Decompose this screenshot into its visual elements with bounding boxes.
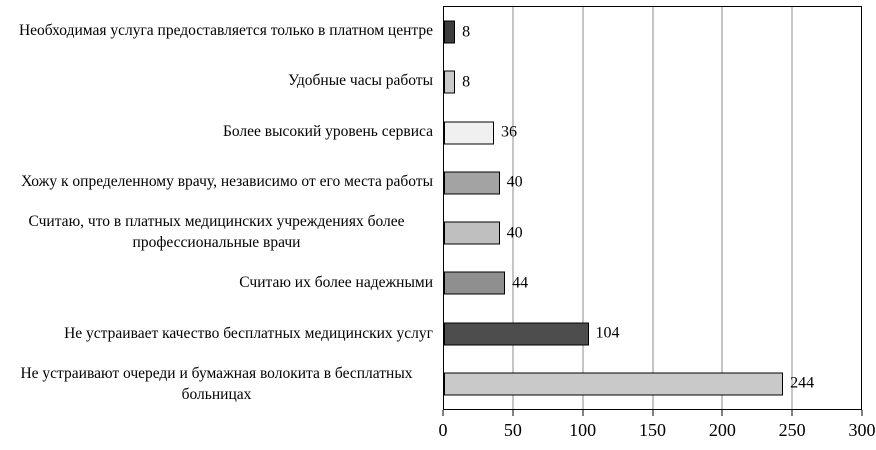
category-axis: Необходимая услуга предоставляется тольк…: [0, 6, 438, 410]
category-label-row: Более высокий уровень сервиса: [0, 107, 438, 158]
axis-tick-label: 250: [778, 420, 806, 440]
bar-wrap: 8: [444, 70, 861, 94]
x-axis: 0 50 100 150 200 250 300: [439, 410, 876, 448]
category-label-row: Считаю, что в платных медицинских учрежд…: [0, 208, 438, 259]
category-label-row: Необходимая услуга предоставляется тольк…: [0, 6, 438, 57]
axis-tick-label: 150: [639, 420, 666, 440]
value-label: 40: [506, 224, 523, 242]
bar: [444, 271, 506, 295]
axis-tick-label: 100: [569, 420, 597, 440]
axis-tick-label: 0: [438, 420, 448, 440]
category-label-row: Хожу к определенному врачу, независимо о…: [0, 158, 438, 209]
axis-tick-label: 200: [708, 420, 736, 440]
bar-row: 8: [444, 57, 861, 107]
bar-wrap: 44: [444, 271, 861, 295]
gridline: [512, 7, 514, 409]
bar: [444, 121, 495, 145]
category-label: Удобные часы работы: [288, 72, 433, 90]
axis-tick: [652, 410, 653, 416]
gridline: [791, 7, 792, 409]
category-label-row: Считаю их более надежными: [0, 259, 438, 310]
axis-tick: [512, 410, 514, 416]
value-label: 44: [512, 274, 529, 292]
bar-row: 244: [444, 359, 861, 409]
category-label: Не устраивает качество бесплатных медици…: [64, 324, 433, 342]
axis-tick: [791, 410, 793, 416]
bar: [444, 322, 589, 346]
bar-rows: 8 8 36 40 40 44 104 244: [444, 7, 861, 409]
axis-tick: [721, 410, 723, 416]
gridline: [721, 7, 723, 409]
bar: [444, 221, 500, 245]
bar-wrap: 8: [444, 20, 861, 44]
category-label: Считаю их более надежными: [239, 274, 433, 292]
gridline: [582, 7, 584, 409]
category-label: Хожу к определенному врачу, независимо о…: [21, 173, 433, 191]
category-label: Необходимая услуга предоставляется тольк…: [18, 21, 433, 39]
value-label: 40: [506, 173, 523, 191]
value-label: 8: [462, 73, 471, 91]
axis-tick: [861, 410, 863, 416]
bar: [444, 20, 456, 44]
value-label: 36: [501, 123, 518, 141]
axis-tick-label: 50: [503, 420, 522, 440]
bar-row: 40: [444, 158, 861, 208]
category-label: Считаю, что в платных медицинских учрежд…: [28, 213, 405, 252]
bar-wrap: 40: [444, 221, 861, 245]
bar: [444, 70, 456, 94]
axis-tick-label: 300: [848, 420, 876, 440]
axis-tick: [582, 410, 584, 416]
category-label: Более высокий уровень сервиса: [222, 122, 433, 140]
bar-row: 36: [444, 108, 861, 158]
gridline: [652, 7, 653, 409]
bar-row: 40: [444, 208, 861, 258]
value-label: 8: [462, 23, 471, 41]
bar-row: 104: [444, 309, 861, 359]
bar-row: 44: [444, 258, 861, 308]
bar: [444, 372, 784, 396]
category-label-row: Не устраивают очереди и бумажная волокит…: [0, 360, 438, 411]
bar-wrap: 40: [444, 171, 861, 195]
bar-wrap: 36: [444, 121, 861, 145]
category-label: Не устраивают очереди и бумажная волокит…: [20, 364, 413, 403]
bar: [444, 171, 500, 195]
value-label: 104: [595, 324, 620, 342]
bar-wrap: 104: [444, 322, 861, 346]
category-label-row: Не устраивает качество бесплатных медици…: [0, 309, 438, 360]
axis-tick: [442, 410, 444, 416]
bar-row: 8: [444, 7, 861, 57]
category-label-row: Удобные часы работы: [0, 57, 438, 108]
plot-area: 8 8 36 40 40 44 104 244: [443, 6, 862, 410]
bar-wrap: 244: [444, 372, 861, 396]
value-label: 244: [790, 374, 815, 392]
